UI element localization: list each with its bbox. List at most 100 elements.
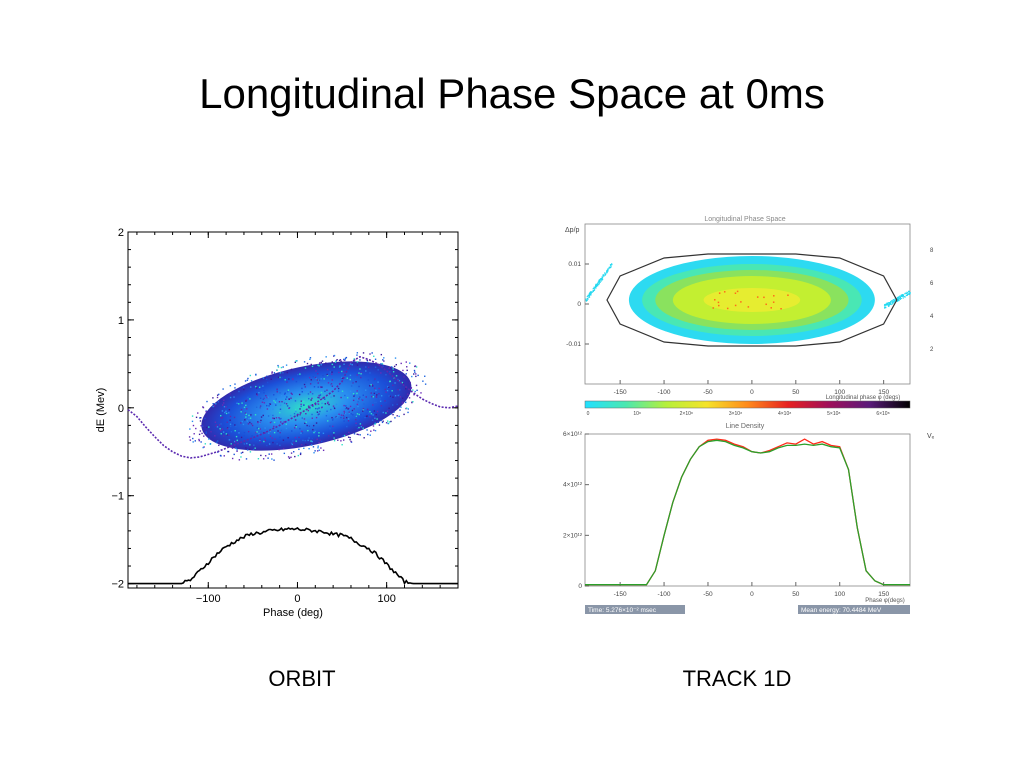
orbit-particle [358, 426, 360, 429]
orbit-y-tick-label: 2 [118, 227, 124, 239]
track-tail-particle [598, 283, 600, 285]
orbit-particle [288, 398, 291, 400]
orbit-particle [279, 418, 281, 420]
orbit-particle [411, 375, 413, 378]
line-density-xlabel: Phase φ(degs) [865, 598, 905, 604]
orbit-particle [376, 394, 378, 396]
orbit-particle [244, 380, 247, 382]
orbit-particle [274, 401, 277, 403]
track-tail-particle [898, 299, 900, 302]
orbit-particle [253, 444, 255, 446]
orbit-particle [396, 403, 398, 406]
orbit-particle [206, 400, 208, 403]
orbit-particle [222, 388, 224, 390]
orbit-particle [192, 437, 194, 440]
orbit-particle [242, 420, 245, 423]
orbit-particle [245, 413, 247, 416]
orbit-particle [407, 393, 409, 395]
orbit-particle [307, 409, 310, 412]
orbit-particle [380, 419, 382, 422]
orbit-particle [294, 408, 297, 411]
orbit-particle [326, 389, 328, 391]
orbit-particle [369, 416, 371, 418]
orbit-particle [258, 427, 260, 430]
track-tail-particle [892, 300, 894, 302]
orbit-particle [264, 439, 267, 442]
orbit-particle [316, 408, 319, 410]
orbit-particle [356, 361, 359, 363]
orbit-particle [318, 432, 320, 434]
orbit-particle [362, 408, 365, 411]
orbit-particle [311, 444, 313, 446]
orbit-particle [373, 355, 375, 358]
orbit-particle [329, 425, 331, 427]
orbit-particle [331, 373, 333, 375]
track-tail-particle [900, 295, 903, 297]
orbit-particle [299, 427, 301, 430]
orbit-particle [362, 427, 364, 429]
orbit-particle [402, 402, 404, 404]
orbit-particle [330, 383, 333, 385]
orbit-particle [392, 396, 394, 398]
orbit-particle [257, 421, 259, 424]
orbit-particle [369, 353, 371, 355]
orbit-particle [221, 410, 224, 412]
orbit-particle [359, 434, 361, 436]
orbit-particle [372, 425, 375, 427]
orbit-particle [254, 447, 256, 449]
track-tail-particle [906, 291, 908, 293]
orbit-particle [405, 407, 408, 409]
track-hot-particle [770, 307, 772, 309]
orbit-particle [233, 416, 236, 419]
orbit-particle [299, 373, 301, 375]
track-tail-particle [594, 286, 597, 288]
orbit-particle [271, 437, 273, 439]
orbit-particle [365, 370, 367, 372]
orbit-particle [215, 425, 217, 427]
orbit-particle [355, 419, 357, 421]
orbit-particle [350, 440, 352, 443]
orbit-particle [389, 380, 391, 383]
orbit-particle [241, 420, 243, 423]
orbit-particle [240, 456, 242, 458]
orbit-particle [405, 361, 407, 363]
orbit-particle [303, 383, 306, 386]
orbit-particle [366, 361, 369, 363]
orbit-particle [334, 361, 337, 363]
orbit-particle [314, 376, 317, 379]
orbit-particle [324, 398, 326, 400]
orbit-particle [367, 433, 369, 436]
orbit-particle [373, 379, 375, 382]
orbit-particle [410, 387, 413, 389]
orbit-particle [236, 450, 238, 452]
orbit-particle [352, 392, 355, 395]
orbit-particle [226, 421, 228, 423]
orbit-particle [340, 396, 342, 399]
orbit-particle [227, 450, 229, 453]
orbit-particle [318, 441, 320, 444]
orbit-particle [318, 394, 320, 397]
orbit-particle [287, 389, 290, 391]
orbit-particle [350, 385, 353, 387]
track-tail-particle [899, 298, 902, 300]
orbit-particle [359, 359, 361, 361]
track-tail-particle [601, 278, 603, 280]
orbit-particle [343, 410, 345, 413]
orbit-particle [204, 417, 206, 420]
orbit-particle [221, 404, 224, 406]
track-tail-particle [610, 264, 612, 267]
orbit-particle [278, 401, 281, 403]
orbit-particle [272, 417, 274, 419]
orbit-particle [311, 437, 314, 440]
orbit-particle [194, 440, 196, 442]
orbit-particle [316, 450, 319, 452]
orbit-particle [403, 413, 405, 416]
orbit-particle [320, 406, 323, 409]
orbit-particle [305, 443, 307, 446]
track-tail-particle [595, 285, 598, 288]
orbit-particle [342, 439, 345, 441]
track-hot-particle [734, 292, 737, 294]
orbit-particle [317, 445, 319, 447]
orbit-particle [332, 418, 334, 420]
track-tail-particle [891, 301, 893, 303]
